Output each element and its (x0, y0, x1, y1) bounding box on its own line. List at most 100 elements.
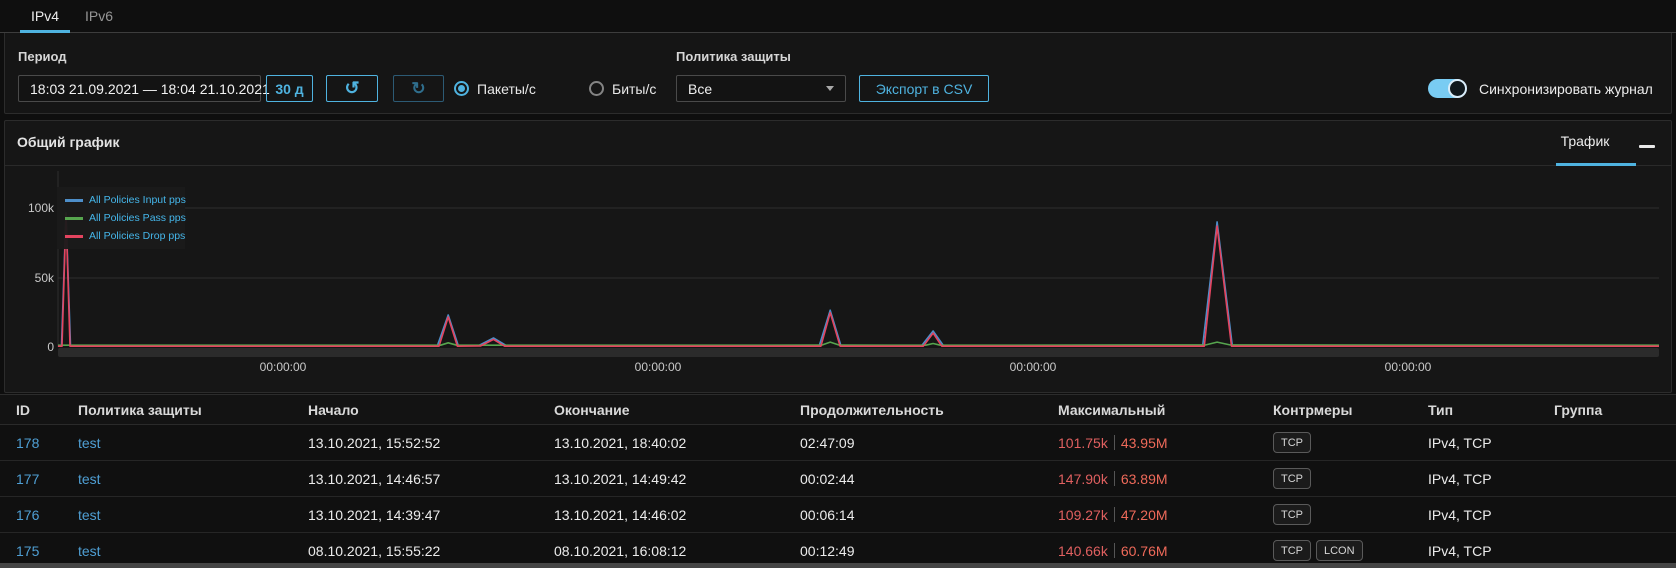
max-bps-value: 43.95M (1121, 435, 1168, 451)
cell-policy: test (78, 507, 308, 523)
value-divider (1114, 435, 1115, 450)
max-pps-value: 140.66k (1058, 543, 1108, 559)
tab-ipv6[interactable]: IPv6 (76, 0, 122, 32)
policy-select-label: Политика защиты (676, 49, 791, 64)
cell-end: 08.10.2021, 16:08:12 (554, 543, 800, 559)
cell-duration: 02:47:09 (800, 435, 1058, 451)
cell-type: IPv4, TCP (1428, 471, 1554, 487)
countermeasure-badge: TCP (1273, 468, 1311, 489)
legend-line-icon (65, 235, 83, 238)
cell-type: IPv4, TCP (1428, 543, 1554, 559)
cell-id: 176 (16, 507, 78, 523)
horizontal-scrollbar[interactable] (0, 563, 1676, 568)
value-divider (1114, 543, 1115, 558)
undo-icon: ↺ (344, 78, 359, 99)
radio-bits-label: Биты/с (612, 81, 656, 97)
column-header: Окончание (554, 402, 800, 418)
cell-end: 13.10.2021, 18:40:02 (554, 435, 800, 451)
legend-item[interactable]: All Policies Pass pps (65, 212, 177, 224)
chart-panel: Общий график Трафик 100k50k0 00:00:0000:… (4, 120, 1672, 393)
column-header: Группа (1554, 402, 1676, 418)
column-header: Начало (308, 402, 554, 418)
countermeasure-badge: TCP (1273, 504, 1311, 525)
cell-start: 08.10.2021, 15:55:22 (308, 543, 554, 559)
tab-ipv4[interactable]: IPv4 (20, 0, 70, 32)
cell-duration: 00:12:49 (800, 543, 1058, 559)
table-body: 178test13.10.2021, 15:52:5213.10.2021, 1… (0, 425, 1676, 568)
countermeasure-badge: TCP (1273, 432, 1311, 453)
period-input[interactable]: 18:03 21.09.2021 — 18:04 21.10.2021 (18, 75, 261, 102)
y-axis-label: 50k (5, 271, 54, 285)
cell-countermeasures: TCP (1273, 504, 1428, 525)
x-axis-label: 00:00:00 (623, 360, 693, 374)
cell-id: 175 (16, 543, 78, 559)
table-row: 178test13.10.2021, 15:52:5213.10.2021, 1… (0, 425, 1676, 461)
column-header: ID (16, 402, 78, 418)
radio-selected-icon (454, 81, 469, 96)
cell-duration: 00:02:44 (800, 471, 1058, 487)
column-header: Максимальный (1058, 402, 1273, 418)
sync-journal-label: Синхронизировать журнал (1479, 81, 1653, 97)
cell-max: 147.90k63.89M (1058, 471, 1273, 487)
traffic-chart (5, 121, 1673, 394)
policy-select[interactable]: Все (676, 75, 846, 102)
period-label: Период (18, 49, 67, 64)
radio-unselected-icon (589, 81, 604, 96)
attack-id-link[interactable]: 176 (16, 507, 39, 523)
legend-item[interactable]: All Policies Drop pps (65, 230, 177, 242)
x-axis-label: 00:00:00 (998, 360, 1068, 374)
table-row: 177 test 13.10.2021, 14:46:5713.10.2021, 1… (0, 461, 1676, 497)
radio-bits-per-sec[interactable]: Биты/с (589, 75, 656, 102)
refresh-icon: ↻ (411, 79, 425, 99)
column-header: Политика защиты (78, 402, 308, 418)
legend-line-icon (65, 217, 83, 220)
countermeasure-badge: TCP (1273, 540, 1311, 561)
column-header: Продолжительность (800, 402, 1058, 418)
series-pass-line (58, 342, 1659, 345)
quick-range-30d-button[interactable]: 30 д (266, 75, 313, 102)
column-header: Контрмеры (1273, 402, 1428, 418)
max-bps-value: 63.89M (1121, 471, 1168, 487)
cell-max: 109.27k47.20M (1058, 507, 1273, 523)
x-axis-track[interactable] (58, 348, 1659, 357)
series-input-line (58, 213, 1659, 346)
attack-id-link[interactable]: 178 (16, 435, 39, 451)
countermeasure-badge: LCON (1316, 540, 1363, 561)
radio-packets-per-sec[interactable]: Пакеты/с (454, 75, 536, 102)
cell-end: 13.10.2021, 14:46:02 (554, 507, 800, 523)
legend-line-icon (65, 199, 83, 202)
table-header: IDПолитика защитыНачалоОкончаниеПродолжи… (0, 394, 1676, 425)
policy-link[interactable]: test (78, 435, 101, 451)
undo-button[interactable]: ↺ (326, 75, 378, 102)
value-divider (1114, 507, 1115, 522)
policy-link[interactable]: test (78, 507, 101, 523)
legend-label: All Policies Input pps (89, 194, 186, 206)
y-axis-label: 0 (5, 340, 54, 354)
cell-start: 13.10.2021, 14:46:57 (308, 471, 554, 487)
x-axis-label: 00:00:00 (1373, 360, 1443, 374)
cell-countermeasures: TCP (1273, 432, 1428, 453)
radio-packets-label: Пакеты/с (477, 81, 536, 97)
export-csv-button[interactable]: Экспорт в CSV (859, 75, 989, 102)
legend-item[interactable]: All Policies Input pps (65, 194, 177, 206)
refresh-button[interactable]: ↻ (393, 75, 444, 102)
cell-start: 13.10.2021, 14:39:47 (308, 507, 554, 523)
policy-link[interactable]: test (78, 471, 101, 487)
cell-type: IPv4, TCP (1428, 507, 1554, 523)
policy-link[interactable]: test (78, 543, 101, 559)
max-pps-value: 101.75k (1058, 435, 1108, 451)
cell-id: 177 (16, 471, 78, 487)
attack-id-link[interactable]: 177 (16, 471, 39, 487)
max-bps-value: 47.20M (1121, 507, 1168, 523)
toolbar: Период 18:03 21.09.2021 — 18:04 21.10.20… (4, 33, 1672, 114)
app-root: IPv4 IPv6 Период 18:03 21.09.2021 — 18:0… (0, 0, 1676, 568)
cell-end: 13.10.2021, 14:49:42 (554, 471, 800, 487)
attack-id-link[interactable]: 175 (16, 543, 39, 559)
cell-max: 101.75k 43.95M (1058, 435, 1273, 451)
sync-journal-toggle[interactable] (1428, 79, 1466, 98)
cell-countermeasures: TCPLCON (1273, 540, 1428, 561)
chevron-down-icon (826, 86, 834, 91)
cell-policy: test (78, 435, 308, 451)
attacks-table: IDПолитика защитыНачалоОкончаниеПродолжи… (0, 394, 1676, 568)
cell-max: 140.66k60.76M (1058, 543, 1273, 559)
